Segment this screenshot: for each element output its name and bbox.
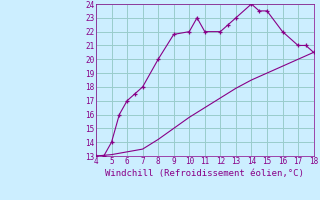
X-axis label: Windchill (Refroidissement éolien,°C): Windchill (Refroidissement éolien,°C) [105,169,304,178]
